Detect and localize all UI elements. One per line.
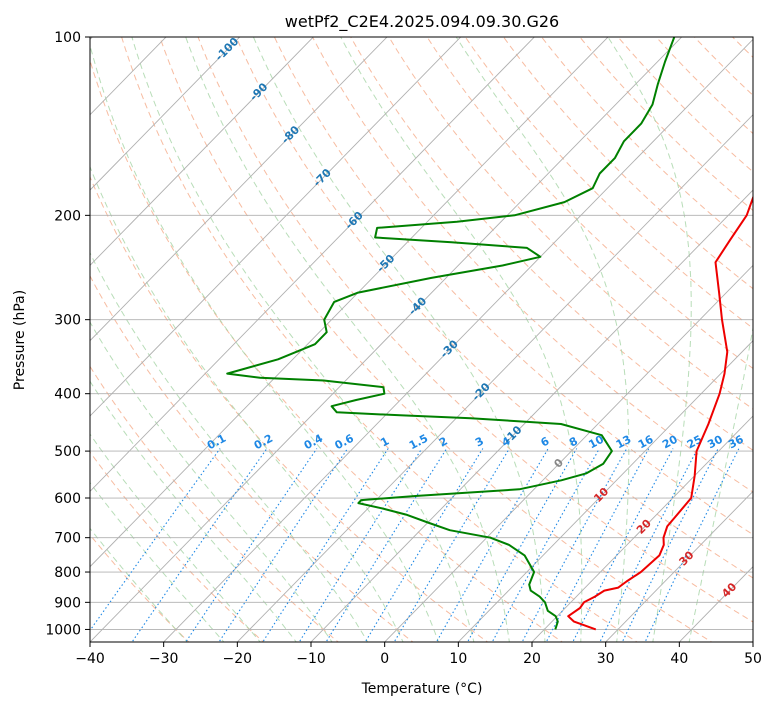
- dry-adiabat: [350, 37, 753, 451]
- mixing-ratio-label: 16: [636, 433, 656, 452]
- x-tick-label: 30: [597, 651, 615, 667]
- mixing-ratio-label: 10: [586, 433, 606, 452]
- y-tick-label: 100: [54, 30, 81, 46]
- axes: −40 −30 −20 −10 0 10 20 30 40 50 100 200 300 400 500 60…: [45, 30, 762, 667]
- moist-adiabat: [90, 481, 225, 642]
- dry-adiabat: [273, 37, 753, 536]
- y-tick-label: 1000: [45, 622, 81, 638]
- dry-adiabat: [388, 37, 753, 410]
- isotherm-line: [90, 37, 462, 417]
- temperature-profile-line: [567, 194, 753, 631]
- isotherm-line: [605, 490, 753, 642]
- y-tick-label: 500: [54, 444, 81, 460]
- mixing-ratio-line: [572, 448, 674, 642]
- isotherm-line: [236, 114, 753, 642]
- mixing-ratio-line: [466, 448, 578, 642]
- x-axis-label: Temperature (°C): [361, 681, 483, 697]
- y-tick-label: 700: [54, 531, 81, 547]
- dry-adiabat: [90, 274, 414, 642]
- mixing-ratio-line: [599, 448, 699, 642]
- dry-adiabat: [311, 37, 753, 493]
- mixing-ratio-label: 36: [726, 433, 746, 452]
- mixing-ratio-line: [131, 448, 268, 642]
- y-tick-label: 300: [54, 313, 81, 329]
- y-tick-label: 600: [54, 491, 81, 507]
- mixing-ratio-line: [621, 448, 719, 642]
- isotherm-line: [90, 37, 314, 267]
- mixing-ratio-label: 30: [705, 433, 725, 452]
- x-tick-label: 20: [523, 651, 541, 667]
- y-tick-label: 200: [54, 208, 81, 224]
- mixing-ratio-label: 20: [660, 433, 680, 452]
- dry-adiabat: [464, 37, 753, 329]
- isotherm-line: [90, 37, 388, 342]
- y-tick-label: 400: [54, 387, 81, 403]
- mixing-ratio-line: [185, 448, 318, 642]
- isotherm-line: [90, 37, 535, 492]
- isotherm-line: [384, 264, 753, 642]
- isotherm-line: [90, 37, 609, 568]
- x-tick-label: 0: [380, 651, 389, 667]
- mixing-ratio-line: [644, 448, 740, 642]
- isotherm-line: [531, 415, 753, 642]
- isotherm-line: [310, 189, 753, 642]
- dewpoint-profile-line: [226, 37, 676, 630]
- y-tick-label: 800: [54, 565, 81, 581]
- mixing-ratio-label: 13: [614, 433, 634, 452]
- mixing-ratio-line: [393, 448, 510, 642]
- isotherm-line: [163, 38, 753, 642]
- x-tick-label: 40: [670, 651, 688, 667]
- y-axis-label: Pressure (hPa): [12, 290, 28, 390]
- x-tick-label: 10: [449, 651, 467, 667]
- isotherm-line: [457, 340, 753, 642]
- mixing-ratio-line: [90, 448, 221, 632]
- mixing-ratio-line: [491, 448, 600, 642]
- isotherm-line: [90, 37, 683, 642]
- mixing-ratio-line: [262, 448, 389, 642]
- x-tick-label: −20: [223, 651, 253, 667]
- mixing-ratio-line: [298, 448, 423, 642]
- dry-adiabat: [426, 37, 753, 370]
- plot-area: 0.1 0.2 0.4 0.6 1 1.5 2 3 4 6 8 10 13 16 20 25 30 36-100-…: [90, 37, 753, 642]
- x-tick-label: −30: [149, 651, 179, 667]
- x-tick-label: −40: [75, 651, 105, 667]
- x-tick-label: 50: [744, 651, 762, 667]
- dry-adiabat: [159, 37, 713, 642]
- chart-title: wetPf2_C2E4.2025.094.09.30.G26: [285, 12, 559, 32]
- plot-frame: [89, 36, 754, 643]
- y-tick-label: 900: [54, 595, 81, 611]
- x-tick-label: −10: [296, 651, 326, 667]
- isotherm-line: [90, 37, 241, 191]
- mixing-ratio-line: [218, 448, 349, 642]
- dry-adiabat: [235, 37, 753, 579]
